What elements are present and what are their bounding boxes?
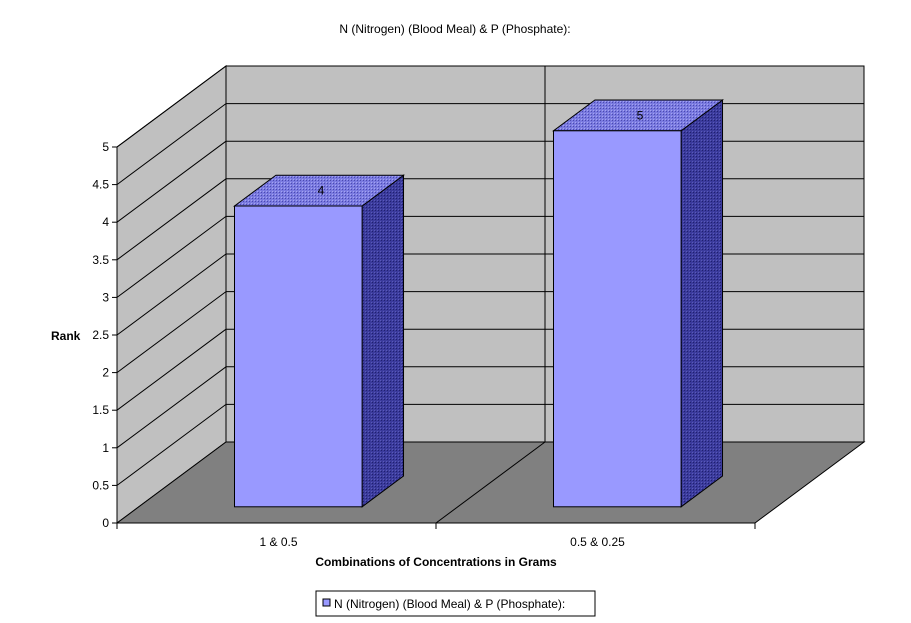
legend-box [315,590,596,617]
chart-walls [115,65,866,524]
x-axis-label: Combinations of Concentrations in Grams [315,555,557,569]
floor-category-divider [435,441,546,524]
bar-front [553,130,682,508]
y-tick-label: 3.5 [92,253,109,267]
y-tick-label: 2 [102,366,109,380]
bar-side [361,174,405,508]
x-tick-labels: 1 & 0.5 0.5 & 0.25 [259,535,625,549]
y-tick-label: 1 [102,441,109,455]
side-gridline [116,103,227,186]
side-gridline [116,140,227,223]
y-tick-labels: 0 0.5 1 1.5 2 2.5 3 3.5 4 4.5 5 [92,140,109,530]
y-axis-label: Rank [51,329,81,343]
bar-value-label: 4 [318,184,325,198]
side-gridline [116,253,227,336]
bar-value-label: 5 [637,108,644,122]
y-tick-label: 3 [102,290,109,304]
side-gridline [116,291,227,374]
bar-side [680,99,724,508]
y-tick-label: 1.5 [92,403,109,417]
x-tick-label: 1 & 0.5 [259,535,297,549]
side-gridline [116,366,227,449]
side-gridline [116,403,227,486]
legend-label: N (Nitrogen) (Blood Meal) & P (Phosphate… [334,597,565,611]
axes [112,146,756,529]
bars: 45 [232,99,725,508]
legend: N (Nitrogen) (Blood Meal) & P (Phosphate… [315,590,596,617]
legend-swatch [322,598,331,607]
side-gridline [116,328,227,411]
y-tick-label: 0 [102,516,109,530]
y-tick-label: 0.5 [92,478,109,492]
y-tick-label: 4.5 [92,178,109,192]
y-tick-label: 2.5 [92,328,109,342]
side-gridline [116,178,227,261]
x-tick-label: 0.5 & 0.25 [570,535,625,549]
y-tick-label: 5 [102,140,109,154]
bar-front [234,205,363,508]
side-gridline [116,215,227,298]
y-tick-label: 4 [102,215,109,229]
chart-title: N (Nitrogen) (Blood Meal) & P (Phosphate… [339,22,570,36]
side-gridline [116,65,227,148]
